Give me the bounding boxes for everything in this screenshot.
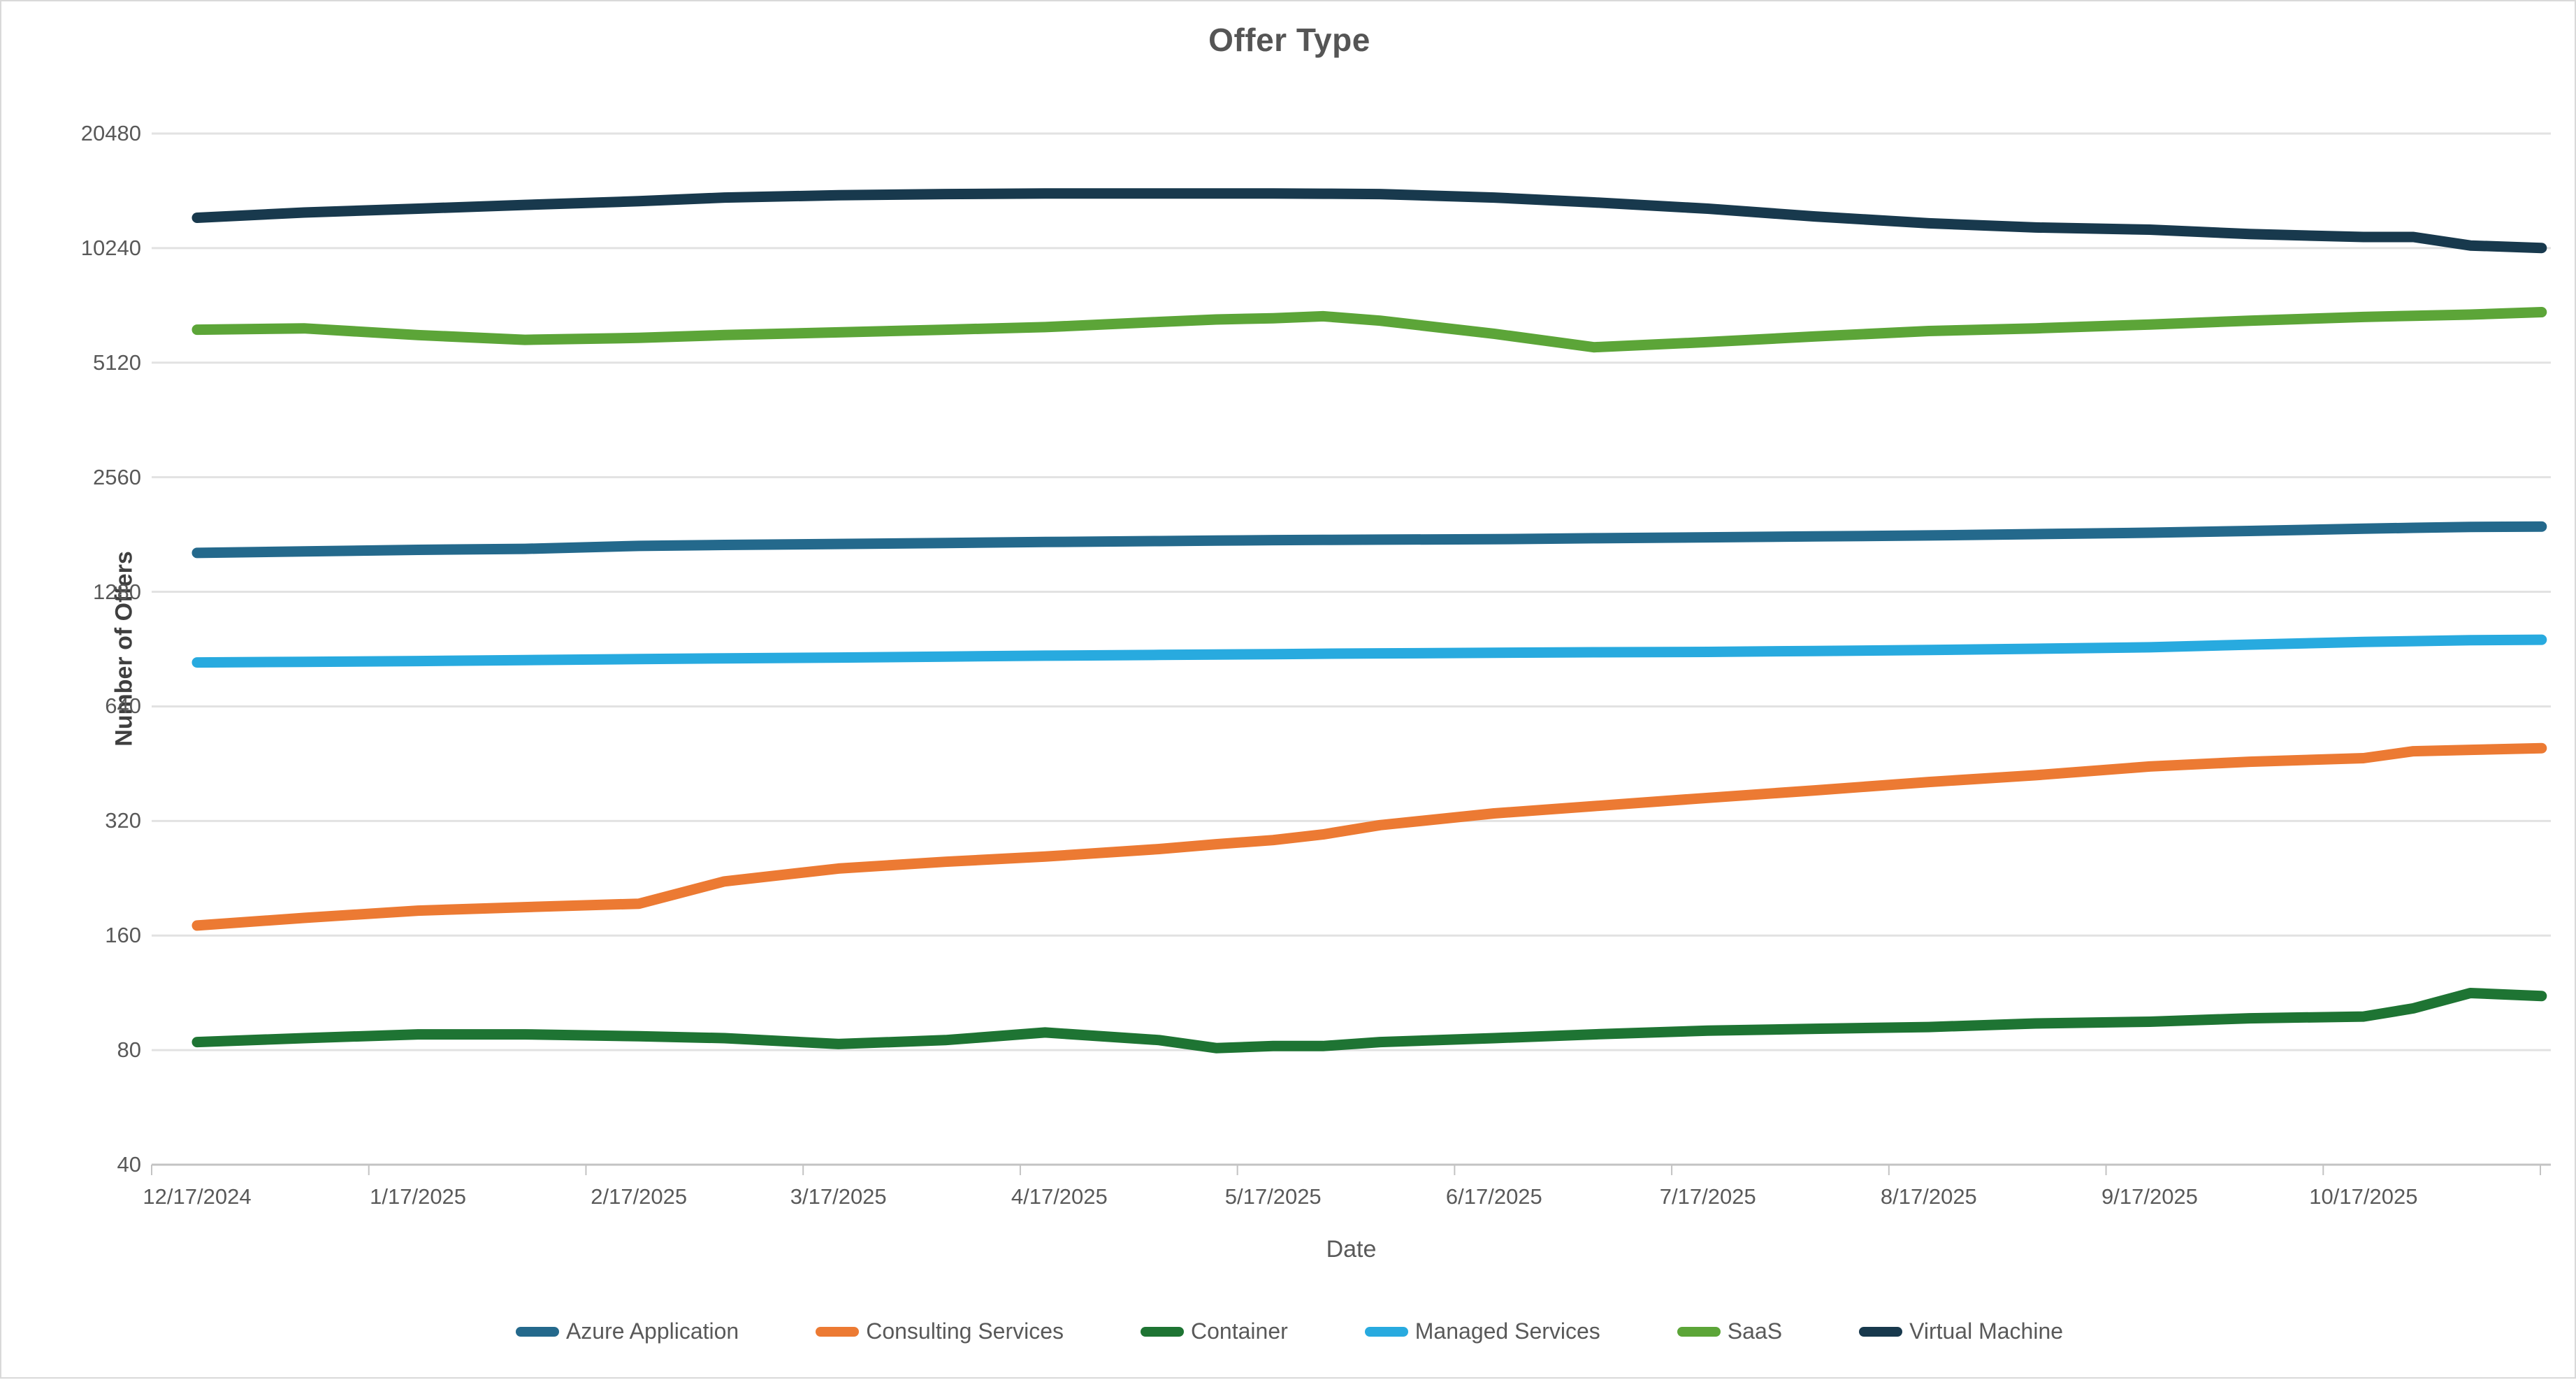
series-line-consulting-services	[191, 742, 2547, 931]
x-axis-title: Date	[1326, 1236, 1377, 1263]
y-tick-label-20480: 20480	[80, 121, 141, 145]
y-tick-label-320: 320	[105, 808, 141, 833]
legend-label: Managed Services	[1414, 1318, 1600, 1344]
legend-marker-icon	[1364, 1326, 1408, 1337]
y-tick-label-10240: 10240	[80, 235, 141, 260]
legend-marker-icon	[1677, 1326, 1721, 1337]
x-tick-label-1-17-2025: 1/17/2025	[370, 1184, 467, 1209]
y-tick-label-80: 80	[117, 1037, 141, 1063]
legend-marker-icon	[816, 1326, 860, 1337]
series-line-managed-services	[191, 634, 2547, 668]
chart-title: Offer Type	[1208, 22, 1370, 58]
y-tick-label-40: 40	[117, 1152, 141, 1177]
legend: Azure Application Consulting Services Cont…	[1, 1318, 2576, 1344]
series-line-container	[191, 988, 2547, 1054]
x-tick-label-6-17-2025: 6/17/2025	[1445, 1184, 1542, 1209]
legend-label: Virtual Machine	[1909, 1318, 2064, 1344]
series-line-saas	[191, 307, 2547, 353]
legend-item-azure-application[interactable]: Azure Application	[515, 1318, 739, 1344]
legend-item-virtual-machine[interactable]: Virtual Machine	[1859, 1318, 2063, 1344]
x-tick-label-12-17-2024: 12/17/2024	[143, 1184, 252, 1209]
legend-label: Container	[1191, 1318, 1288, 1344]
x-tick-label-3-17-2025: 3/17/2025	[790, 1184, 887, 1209]
x-tick-label-10-17-2025: 10/17/2025	[2309, 1184, 2418, 1209]
y-tick-label-2560: 2560	[93, 464, 141, 489]
legend-label: Azure Application	[565, 1318, 739, 1344]
legend-marker-icon	[515, 1326, 559, 1337]
legend-label: SaaS	[1727, 1318, 1783, 1344]
legend-marker-icon	[1141, 1326, 1185, 1337]
y-tick-label-1280: 1280	[93, 579, 141, 604]
y-tick-label-160: 160	[105, 923, 141, 948]
x-tick-label-7-17-2025: 7/17/2025	[1659, 1184, 1756, 1209]
y-tick-label-5120: 5120	[93, 350, 141, 375]
series-line-azure-application	[191, 521, 2547, 559]
x-tick-label-2-17-2025: 2/17/2025	[591, 1184, 688, 1209]
legend-item-saas[interactable]: SaaS	[1677, 1318, 1782, 1344]
x-tick-label-4-17-2025: 4/17/2025	[1011, 1184, 1108, 1209]
legend-marker-icon	[1859, 1326, 1903, 1337]
x-tick-label-8-17-2025: 8/17/2025	[1880, 1184, 1977, 1209]
legend-label: Consulting Services	[866, 1318, 1064, 1344]
legend-item-container[interactable]: Container	[1141, 1318, 1288, 1344]
y-tick-label-640: 640	[105, 693, 141, 719]
legend-item-managed-services[interactable]: Managed Services	[1364, 1318, 1600, 1344]
legend-item-consulting-services[interactable]: Consulting Services	[816, 1318, 1064, 1344]
x-tick-label-9-17-2025: 9/17/2025	[2101, 1184, 2198, 1209]
series-line-virtual-machine	[191, 188, 2547, 254]
x-tick-label-5-17-2025: 5/17/2025	[1224, 1184, 1322, 1209]
